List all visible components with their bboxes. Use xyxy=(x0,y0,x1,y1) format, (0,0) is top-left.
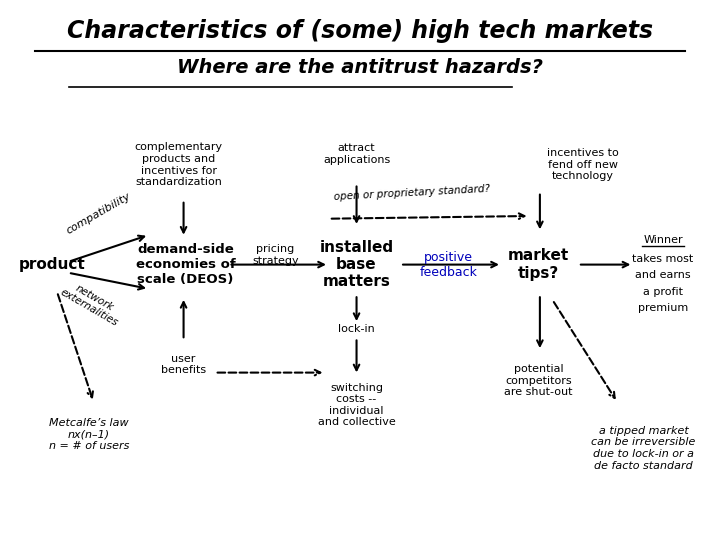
Text: Where are the antitrust hazards?: Where are the antitrust hazards? xyxy=(177,58,543,77)
Text: switching
costs --
individual
and collective: switching costs -- individual and collec… xyxy=(318,383,395,427)
Text: product: product xyxy=(19,257,86,272)
Text: complementary
products and
incentives for
standardization: complementary products and incentives fo… xyxy=(135,143,222,187)
Text: installed
base
matters: installed base matters xyxy=(320,240,394,289)
Text: attract
applications: attract applications xyxy=(323,143,390,165)
Text: Characteristics of (some) high tech markets: Characteristics of (some) high tech mark… xyxy=(67,19,653,43)
Text: network
externalities: network externalities xyxy=(58,277,125,328)
Text: premium: premium xyxy=(638,303,688,313)
Text: takes most: takes most xyxy=(632,254,693,264)
Text: lock-in: lock-in xyxy=(338,325,375,334)
Text: demand-side
economies of
scale (DEOS): demand-side economies of scale (DEOS) xyxy=(136,243,235,286)
Text: user
benefits: user benefits xyxy=(161,354,206,375)
Text: a profit: a profit xyxy=(643,287,683,296)
Text: Winner: Winner xyxy=(643,235,683,245)
Text: market
tips?: market tips? xyxy=(508,248,569,281)
Text: positive
feedback: positive feedback xyxy=(420,251,477,279)
Text: open or proprietary standard?: open or proprietary standard? xyxy=(333,184,490,202)
Text: compatibility: compatibility xyxy=(65,191,132,236)
Text: Metcalfe’s law
nx(n–1)
n = # of users: Metcalfe’s law nx(n–1) n = # of users xyxy=(48,418,129,451)
Text: incentives to
fend off new
technology: incentives to fend off new technology xyxy=(547,148,618,181)
Text: pricing
strategy: pricing strategy xyxy=(252,244,299,266)
Text: a tipped market
can be irreversible
due to lock-in or a
de facto standard: a tipped market can be irreversible due … xyxy=(592,426,696,470)
Text: potential
competitors
are shut-out: potential competitors are shut-out xyxy=(504,364,572,397)
Text: and earns: and earns xyxy=(635,271,691,280)
